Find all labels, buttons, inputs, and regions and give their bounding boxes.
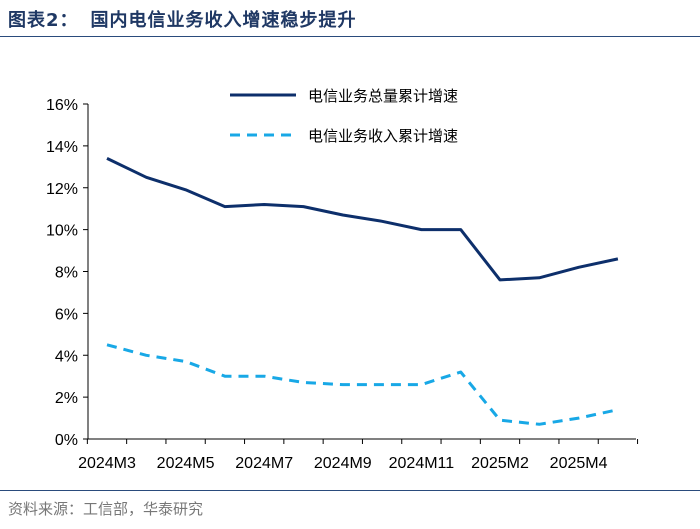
- y-tick-label: 8%: [55, 265, 78, 282]
- y-tick-label: 12%: [46, 181, 78, 198]
- legend-label: 电信业务收入累计增速: [308, 127, 458, 145]
- x-tick-label: 2025M2: [471, 455, 529, 472]
- x-tick-label: 2024M9: [314, 455, 372, 472]
- x-tick-label: 2024M7: [235, 455, 293, 472]
- series-line-revenue: [106, 343, 619, 426]
- legend-label: 电信业务总量累计增速: [308, 87, 458, 105]
- y-tick-label: 4%: [55, 348, 78, 365]
- line-chart: 0% 2% 4% 6% 8% 10% 12% 14% 16% 2024M3 2024M5 2024M7…: [46, 87, 639, 472]
- x-tick-label: 2025M4: [550, 455, 608, 472]
- chart-axes: 0% 2% 4% 6% 8% 10% 12% 14% 16% 2024M3 2024M5 2024M7…: [46, 97, 639, 472]
- x-tick-label: 2024M5: [157, 455, 215, 472]
- y-tick-label: 10%: [46, 223, 78, 240]
- figure-title-text: 国内电信业务收入增速稳步提升: [90, 10, 357, 31]
- top-rule: [0, 36, 700, 37]
- bottom-rule: [0, 490, 700, 491]
- series-line-total-volume: [106, 157, 619, 282]
- y-tick-label: 2%: [55, 390, 78, 407]
- y-tick-label: 6%: [55, 306, 78, 323]
- chart-series: [106, 157, 619, 426]
- y-tick-label: 16%: [46, 97, 78, 114]
- y-tick-label: 14%: [46, 139, 78, 156]
- figure-label: 图表2：: [8, 10, 79, 31]
- figure-title: 图表2： 国内电信业务收入增速稳步提升: [8, 6, 357, 32]
- x-tick-label: 2024M3: [78, 455, 136, 472]
- y-tick-label: 0%: [55, 432, 78, 449]
- x-tick-label: 2024M11: [389, 455, 455, 472]
- source-note: 资料来源：工信部，华泰研究: [8, 500, 204, 518]
